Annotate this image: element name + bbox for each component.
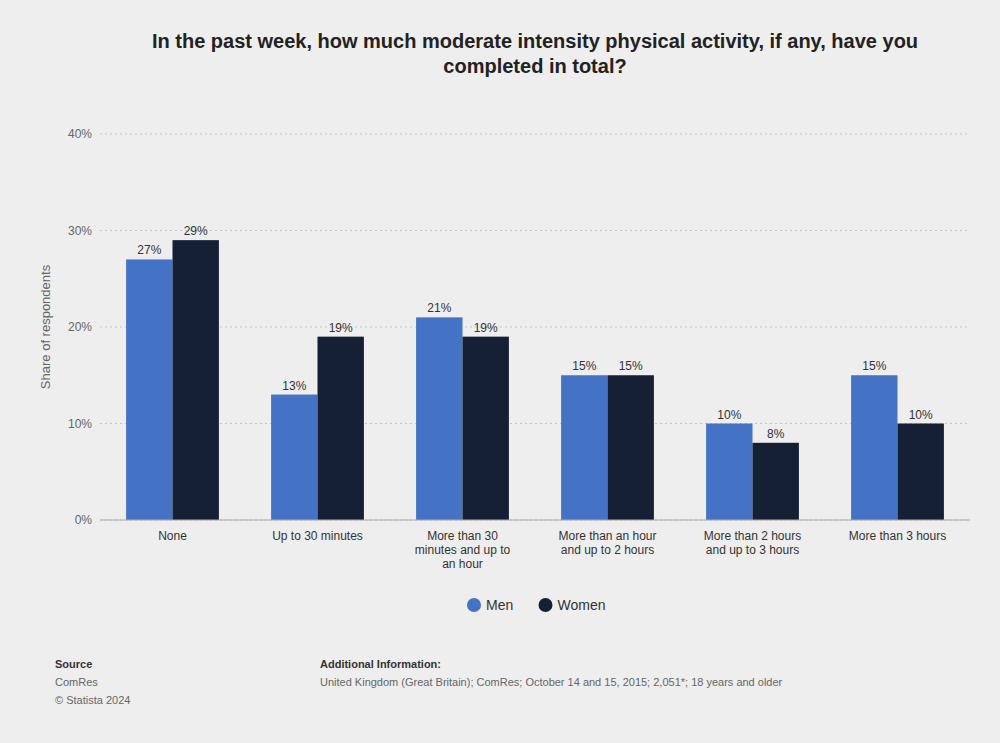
text-line: © Statista 2024: [55, 694, 130, 706]
bar: [608, 375, 654, 520]
annotation: ComRes © Statista 2024: [55, 676, 130, 706]
data-label: 27%: [137, 243, 161, 257]
data-label: 29%: [184, 224, 208, 238]
x-tick-label: More than 30minutes and up toan hour: [415, 529, 511, 571]
x-tick-label: Up to 30 minutes: [272, 529, 363, 543]
bar: [851, 375, 897, 520]
y-tick-label: 10%: [68, 417, 92, 431]
bar: [463, 337, 509, 520]
background: [0, 0, 1000, 743]
text-line: ComRes: [55, 676, 98, 688]
bar: [416, 317, 462, 520]
grid-line: [100, 134, 970, 135]
bar: [561, 375, 607, 520]
bar: [318, 337, 364, 520]
legend-marker: [539, 598, 553, 612]
annotation: Additional Information:: [320, 658, 441, 670]
text-line: minutes and up to: [415, 543, 511, 557]
data-label: 8%: [767, 427, 785, 441]
y-tick-label: 20%: [68, 320, 92, 334]
text-line: More than 2 hours: [704, 529, 801, 543]
annotation: United Kingdom (Great Britain); ComRes; …: [320, 676, 783, 688]
text-line: completed in total?: [443, 55, 626, 77]
data-label: 13%: [282, 379, 306, 393]
legend: Men Women: [467, 597, 605, 613]
grid-line: [100, 423, 970, 424]
footer: Source ComRes © Statista 2024 Additional In…: [55, 658, 783, 706]
bar: [271, 395, 317, 520]
text-line: an hour: [442, 557, 483, 571]
data-label: 21%: [427, 301, 451, 315]
text-line: and up to 3 hours: [706, 543, 799, 557]
bar: [898, 424, 944, 521]
x-axis-line: [100, 520, 970, 521]
y-axis: 0% 10% 20% 30% 40%: [68, 127, 970, 527]
text-line: Source: [55, 658, 92, 670]
data-labels: 27% 13% 21% 15% 10% 15% 29% 19% 19% 15% 8% 10%: [137, 224, 933, 441]
page: {"chart_data": { "type": "bar", "title":…: [0, 0, 1000, 743]
bar: [706, 424, 752, 521]
y-axis-label: Share of respondents: [38, 264, 53, 389]
grid-line: [100, 327, 970, 328]
text-line: and up to 2 hours: [561, 543, 654, 557]
bars: [126, 240, 944, 520]
bar: [173, 240, 219, 520]
x-tick-label: More than 3 hours: [849, 529, 946, 543]
text-line: More than an hour: [558, 529, 656, 543]
text-line: Additional Information:: [320, 658, 441, 670]
data-label: 15%: [862, 359, 886, 373]
data-label: 15%: [619, 359, 643, 373]
legend-label: Men: [486, 597, 513, 613]
x-tick-label: None: [158, 529, 187, 543]
x-tick-label: More than 2 hoursand up to 3 hours: [704, 529, 801, 557]
y-tick-label: 40%: [68, 127, 92, 141]
bar: [126, 259, 172, 520]
data-label: 10%: [909, 408, 933, 422]
annotation: Source: [55, 658, 92, 670]
text-line: Up to 30 minutes: [272, 529, 363, 543]
bar: [753, 443, 799, 520]
data-label: 19%: [474, 321, 498, 335]
text-line: More than 3 hours: [849, 529, 946, 543]
data-label: 19%: [329, 321, 353, 335]
text-line: United Kingdom (Great Britain); ComRes; …: [320, 676, 783, 688]
text-line: In the past week, how much moderate inte…: [152, 30, 918, 52]
grid-line: [100, 520, 970, 521]
title: In the past week, how much moderate inte…: [152, 30, 918, 77]
y-tick-label: 0%: [75, 513, 93, 527]
data-label: 10%: [717, 408, 741, 422]
grid-line: [100, 230, 970, 231]
legend-marker: [467, 598, 481, 612]
legend-label: Women: [558, 597, 606, 613]
y-tick-label: 30%: [68, 224, 92, 238]
x-tick-label: More than an hourand up to 2 hours: [558, 529, 656, 557]
data-label: 15%: [572, 359, 596, 373]
text-line: None: [158, 529, 187, 543]
x-axis: None Up to 30 minutes More than 30minutes …: [158, 529, 946, 571]
chart: In the past week, how much moderate inte…: [0, 0, 1000, 743]
text-line: More than 30: [427, 529, 498, 543]
